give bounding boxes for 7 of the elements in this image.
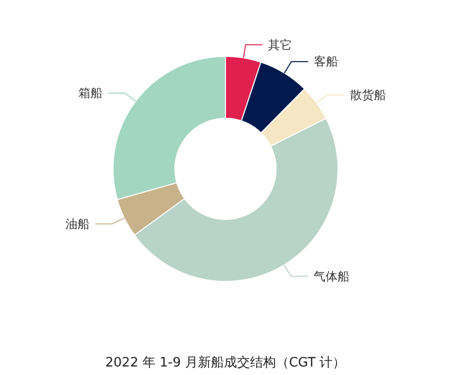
text: 2022 年 1-9 月新船成交结构（CGT 计） (105, 354, 346, 370)
slice-label: 箱船 (78, 86, 102, 100)
slice-label: 散货船 (350, 88, 386, 102)
slice-label: 客船 (314, 54, 338, 69)
slice-label: 其它 (268, 38, 292, 52)
slice-label: 油船 (66, 216, 90, 231)
slice-label: 气体船 (313, 269, 350, 284)
